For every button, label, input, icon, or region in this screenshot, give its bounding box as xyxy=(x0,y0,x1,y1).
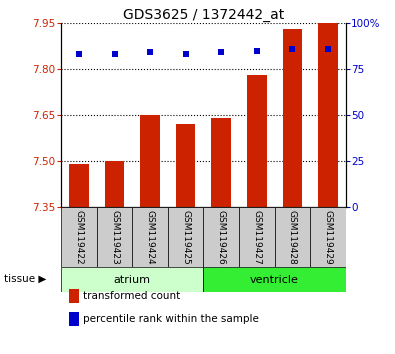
Text: GSM119422: GSM119422 xyxy=(75,210,83,264)
Bar xyxy=(132,207,168,267)
Bar xyxy=(97,207,132,267)
Bar xyxy=(69,164,89,207)
Point xyxy=(325,46,331,52)
Text: tissue ▶: tissue ▶ xyxy=(4,274,46,284)
Bar xyxy=(282,29,302,207)
Text: transformed count: transformed count xyxy=(83,291,180,301)
Text: GSM119428: GSM119428 xyxy=(288,210,297,264)
Text: GSM119429: GSM119429 xyxy=(324,210,332,264)
Bar xyxy=(168,207,203,267)
Bar xyxy=(239,207,275,267)
Point xyxy=(147,50,153,55)
Text: GSM119424: GSM119424 xyxy=(146,210,154,264)
Text: atrium: atrium xyxy=(114,275,151,285)
Bar xyxy=(105,161,124,207)
Bar xyxy=(140,115,160,207)
Bar xyxy=(61,207,97,267)
Bar xyxy=(310,207,346,267)
Bar xyxy=(203,267,346,292)
Bar xyxy=(176,124,196,207)
Title: GDS3625 / 1372442_at: GDS3625 / 1372442_at xyxy=(123,8,284,22)
Point xyxy=(218,50,224,55)
Text: ventricle: ventricle xyxy=(250,275,299,285)
Text: GSM119426: GSM119426 xyxy=(217,210,226,264)
Bar xyxy=(318,23,338,207)
Bar xyxy=(275,207,310,267)
Point xyxy=(182,51,189,57)
Point xyxy=(289,46,295,52)
Point xyxy=(254,48,260,53)
Text: GSM119427: GSM119427 xyxy=(252,210,261,264)
Point xyxy=(111,51,118,57)
Bar xyxy=(211,118,231,207)
Bar xyxy=(61,267,203,292)
Bar xyxy=(247,75,267,207)
Point xyxy=(76,51,82,57)
Text: GSM119425: GSM119425 xyxy=(181,210,190,264)
Bar xyxy=(203,207,239,267)
Text: percentile rank within the sample: percentile rank within the sample xyxy=(83,314,259,324)
Text: GSM119423: GSM119423 xyxy=(110,210,119,264)
